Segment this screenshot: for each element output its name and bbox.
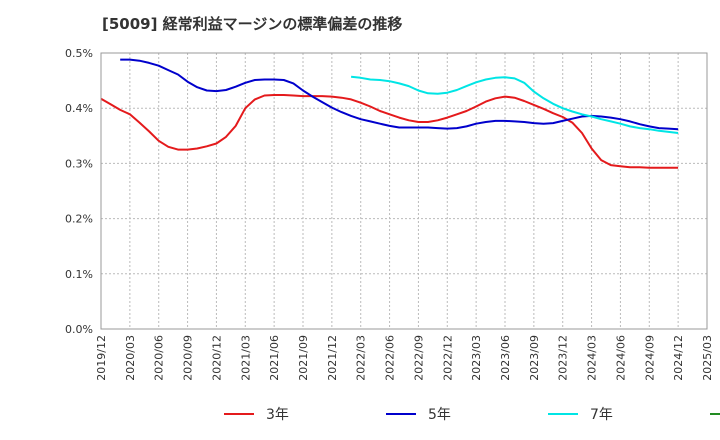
x-tick-label: 2021/09 [297,335,310,381]
x-tick-label: 2022/06 [384,335,397,381]
y-tick-label: 0.5% [65,47,93,60]
legend-label-5年: 5年 [428,407,451,423]
legend: 3年5年7年10年 [224,407,720,423]
legend-label-3年: 3年 [266,407,289,423]
y-tick-label: 0.0% [65,323,93,336]
x-tick-label: 2024/09 [643,335,656,381]
x-tick-label: 2022/09 [412,335,425,381]
x-tick-label: 2021/06 [268,335,281,381]
x-tick-label: 2021/03 [239,335,252,381]
x-tick-label: 2021/12 [326,335,339,381]
x-tick-label: 2023/06 [499,335,512,381]
x-tick-label: 2025/03 [701,335,714,381]
chart-title: [5009] 経常利益マージンの標準偏差の推移 [102,15,403,33]
series-line-7年 [350,75,679,134]
x-tick-label: 2023/09 [528,335,541,381]
series-layer [100,58,679,169]
y-tick-label: 0.1% [65,268,93,281]
y-tick-label: 0.3% [65,157,93,170]
x-axis-ticks: 2019/12 2020/03 2020/06 2020/09 2020/12 2021/… [95,335,714,381]
legend-label-7年: 7年 [590,407,613,423]
x-tick-label: 2024/12 [672,335,685,381]
x-tick-label: 2020/12 [210,335,223,381]
plot-frame [100,52,708,330]
x-tick-label: 2023/03 [470,335,483,381]
x-tick-label: 2024/06 [614,335,627,381]
x-tick-label: 2022/03 [355,335,368,381]
x-tick-label: 2019/12 [95,335,108,381]
grid-layer [101,53,707,329]
x-tick-label: 2020/06 [153,335,166,381]
x-tick-label: 2020/03 [124,335,137,381]
y-axis-ticks: 0.0% 0.1% 0.2% 0.3% 0.4% 0.5% [65,47,93,336]
x-tick-label: 2020/09 [182,335,195,381]
series-line-3年 [100,94,679,169]
x-tick-label: 2024/03 [586,335,599,381]
x-tick-label: 2022/12 [441,335,454,381]
series-line-5年 [120,58,679,131]
x-tick-label: 2023/12 [557,335,570,381]
y-tick-label: 0.4% [65,102,93,115]
y-tick-label: 0.2% [65,213,93,226]
